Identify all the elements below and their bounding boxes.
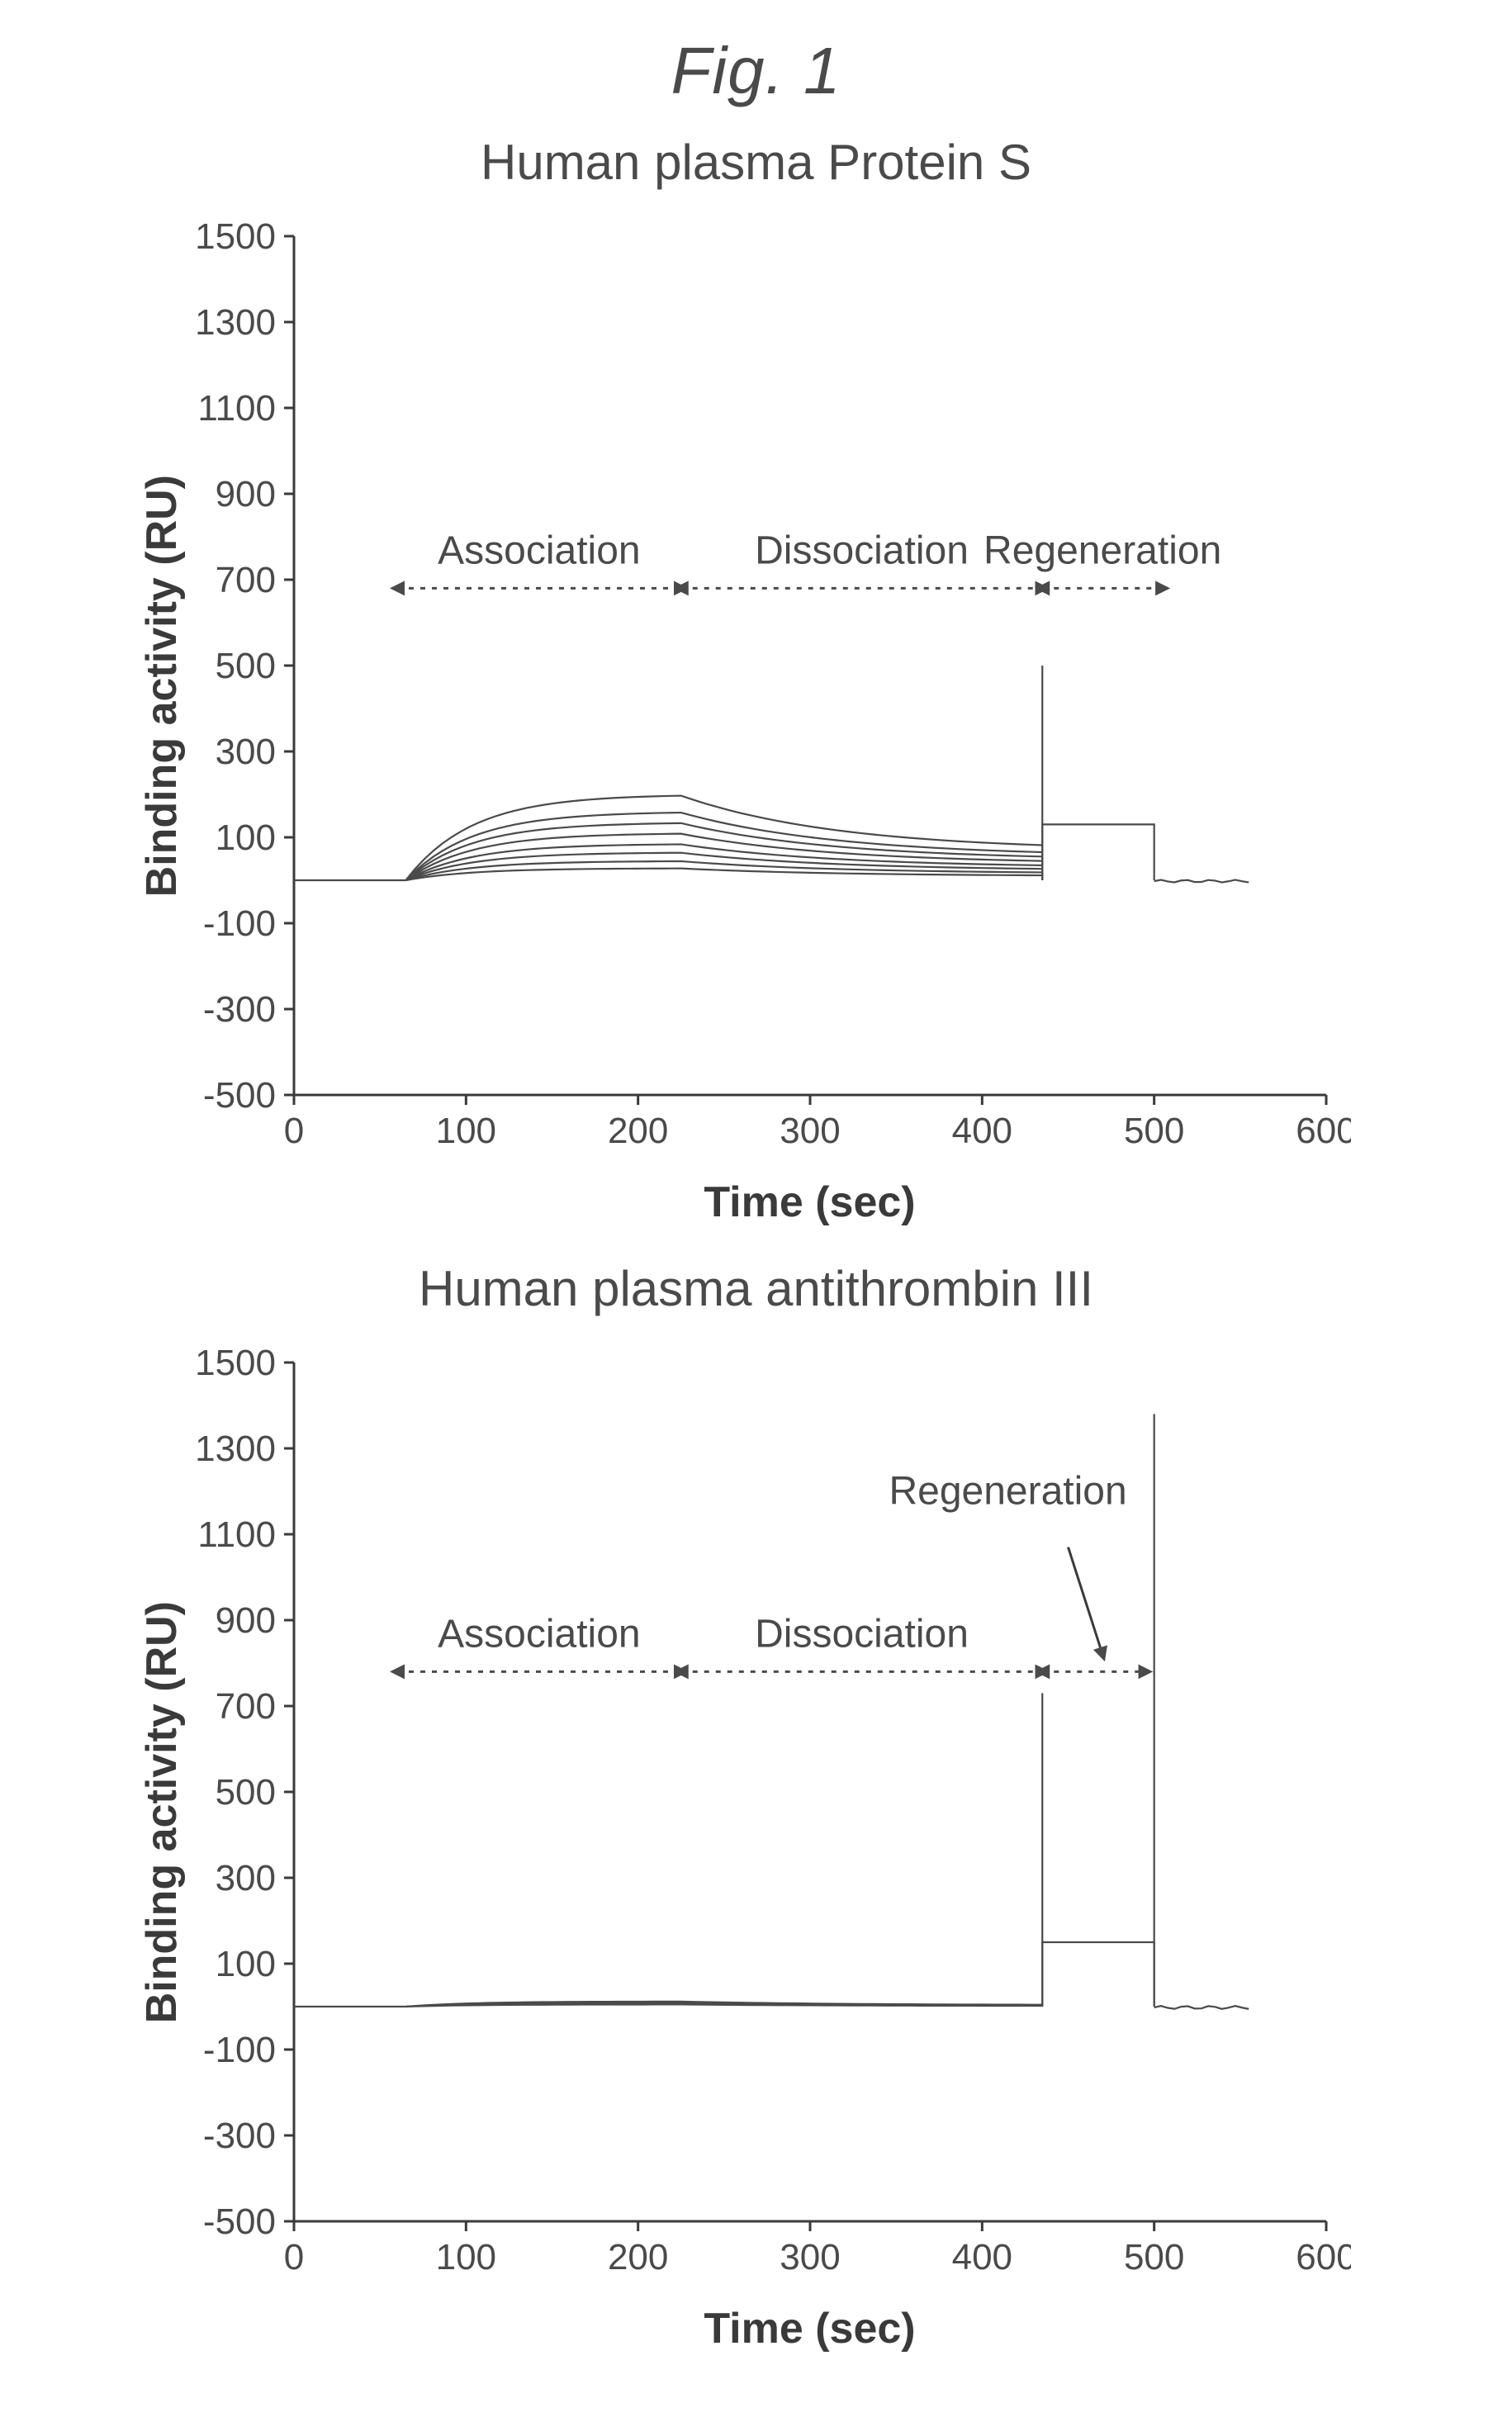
- y-tick-label: 700: [215, 560, 275, 600]
- x-tick-label: 300: [780, 1111, 840, 1151]
- chart-title: Human plasma antithrombin III: [137, 1260, 1376, 1317]
- y-tick-label: 300: [215, 732, 275, 772]
- y-tick-label: 1300: [195, 302, 276, 343]
- y-axis-label: Binding activity (RU): [137, 1601, 187, 2023]
- trace-series: [405, 853, 1042, 880]
- x-tick-label: 600: [1296, 1111, 1351, 1151]
- y-tick-label: 1500: [195, 1343, 276, 1383]
- x-axis-label: Time (sec): [244, 2304, 1376, 2353]
- y-tick-label: -300: [202, 989, 275, 1030]
- y-axis-label: Binding activity (RU): [137, 475, 187, 897]
- x-tick-label: 100: [435, 2237, 495, 2277]
- phase-label: Dissociation: [755, 1612, 969, 1656]
- y-tick-label: 900: [215, 1600, 275, 1641]
- x-tick-label: 200: [607, 2237, 667, 2277]
- trace-series: [405, 869, 1042, 880]
- y-tick-label: -100: [202, 903, 275, 944]
- phase-label: Association: [438, 1612, 640, 1656]
- y-tick-label: 1100: [197, 388, 276, 429]
- chart-svg: -500 -300 -100 100 300 500 700 900 1100 1300 1500 0…: [187, 203, 1351, 1169]
- chart-title: Human plasma Protein S: [137, 134, 1376, 191]
- y-tick-label: 900: [215, 474, 275, 514]
- trace-series: [405, 2004, 1042, 2007]
- y-tick-label: -500: [202, 2201, 275, 2242]
- y-tick-label: -100: [202, 2030, 275, 2070]
- x-tick-label: 400: [951, 2237, 1012, 2277]
- chart-panel-top: Human plasma Protein S Binding activity …: [137, 134, 1376, 1227]
- trace-baseline-post: [1154, 2006, 1249, 2009]
- page: Fig. 1 Human plasma Protein S Binding ac…: [0, 0, 1512, 2436]
- chart-svg: -500 -300 -100 100 300 500 700 900 1100 1300 1500 0…: [187, 1329, 1351, 2296]
- y-tick-label: 100: [215, 1944, 275, 1984]
- x-tick-label: 600: [1296, 2237, 1351, 2277]
- phase-label: Association: [438, 528, 640, 572]
- figure-title: Fig. 1: [0, 33, 1512, 109]
- x-axis-label: Time (sec): [244, 1178, 1376, 1227]
- trace-regen-block: [1042, 1942, 1154, 2007]
- y-tick-label: 1100: [197, 1514, 276, 1555]
- x-tick-label: 300: [780, 2237, 840, 2277]
- x-tick-label: 200: [607, 1111, 667, 1151]
- trace-regen-block: [1042, 824, 1154, 880]
- y-tick-label: 300: [215, 1858, 275, 1898]
- y-tick-label: 500: [215, 646, 275, 686]
- x-tick-label: 100: [435, 1111, 495, 1151]
- regeneration-label: Regeneration: [889, 1470, 1126, 1514]
- y-tick-label: -300: [202, 2116, 275, 2156]
- x-tick-label: 0: [283, 1111, 303, 1151]
- y-tick-label: 1300: [195, 1429, 276, 1469]
- y-tick-label: 1500: [195, 216, 276, 257]
- y-tick-label: -500: [202, 1075, 275, 1116]
- y-tick-label: 700: [215, 1686, 275, 1727]
- y-tick-label: 100: [215, 818, 275, 858]
- x-tick-label: 0: [283, 2237, 303, 2277]
- y-tick-label: 500: [215, 1772, 275, 1813]
- x-tick-label: 500: [1123, 1111, 1183, 1151]
- chart-panel-bottom: Human plasma antithrombin III Binding ac…: [137, 1260, 1376, 2353]
- x-tick-label: 400: [951, 1111, 1012, 1151]
- pointer-arrow: [1068, 1547, 1102, 1655]
- trace-baseline-post: [1154, 879, 1249, 882]
- phase-label: Dissociation: [755, 528, 969, 572]
- x-tick-label: 500: [1123, 2237, 1183, 2277]
- phase-label: Regeneration: [984, 528, 1221, 572]
